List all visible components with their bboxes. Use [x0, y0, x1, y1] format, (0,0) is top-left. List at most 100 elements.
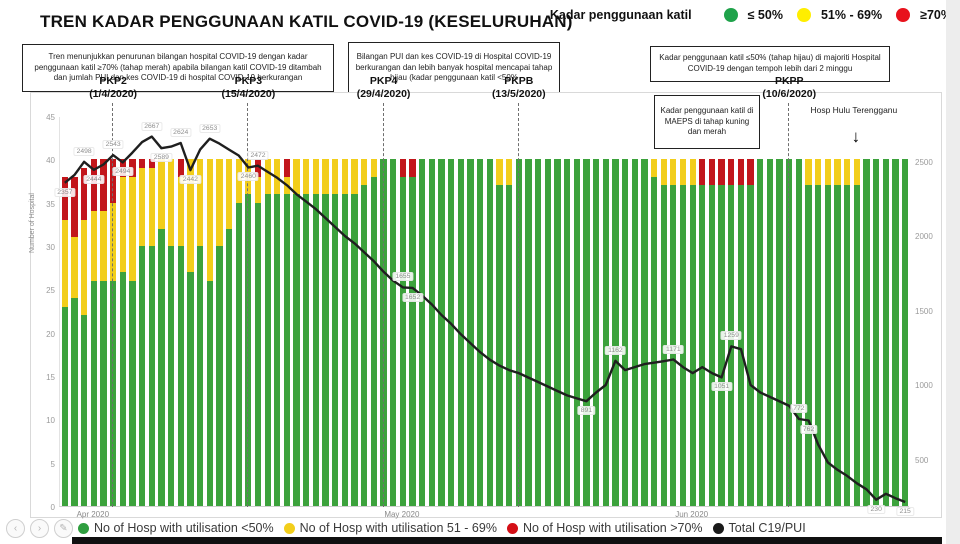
- bar-stack[interactable]: [138, 159, 146, 506]
- bar-stack[interactable]: [699, 159, 706, 506]
- bar-stack[interactable]: [235, 159, 242, 506]
- bar-stack[interactable]: [592, 159, 600, 506]
- legend-item-yellow[interactable]: 51% - 69%: [796, 8, 882, 22]
- series-legend-item[interactable]: No of Hosp with utilisation >70%: [506, 521, 703, 535]
- bar-stack[interactable]: [496, 159, 503, 506]
- bar-stack[interactable]: [448, 159, 455, 506]
- bar-stack[interactable]: [283, 159, 291, 506]
- bar-stack[interactable]: [206, 159, 213, 506]
- bar-stack[interactable]: [428, 159, 436, 506]
- bar-stack[interactable]: [264, 159, 271, 506]
- line-data-label: 2653: [199, 123, 221, 133]
- bar-stack[interactable]: [129, 159, 136, 506]
- bar-stack[interactable]: [419, 159, 426, 506]
- series-legend-item[interactable]: Total C19/PUI: [712, 521, 806, 535]
- series-legend-item[interactable]: No of Hosp with utilisation <50%: [78, 521, 274, 535]
- bar-stack[interactable]: [863, 159, 870, 506]
- bar-stack[interactable]: [757, 159, 764, 506]
- bar-stack[interactable]: [815, 159, 822, 506]
- bar-stack[interactable]: [216, 159, 223, 506]
- line-data-label: 2543: [102, 140, 124, 150]
- bar-stack[interactable]: [303, 159, 310, 506]
- bar-stack[interactable]: [641, 159, 648, 506]
- bar-stack[interactable]: [467, 159, 474, 506]
- legend-item-green[interactable]: ≤ 50%: [723, 8, 783, 22]
- bar-stack[interactable]: [486, 159, 493, 506]
- next-button[interactable]: ›: [30, 519, 49, 538]
- bar-stack[interactable]: [332, 159, 339, 506]
- bar-stack[interactable]: [834, 159, 841, 506]
- bar-stack[interactable]: [708, 159, 716, 506]
- bar-stack[interactable]: [293, 159, 300, 506]
- bar-stack[interactable]: [409, 159, 416, 506]
- bar-stack[interactable]: [621, 159, 629, 506]
- bar-stack[interactable]: [457, 159, 464, 506]
- prev-button[interactable]: ‹: [6, 519, 25, 538]
- bar-stack[interactable]: [274, 159, 281, 506]
- bar-stack[interactable]: [80, 168, 88, 506]
- bar-stack[interactable]: [71, 176, 78, 506]
- bar-stack[interactable]: [254, 159, 262, 506]
- bar-stack[interactable]: [177, 159, 184, 506]
- bar-stack[interactable]: [563, 159, 571, 506]
- bar-stack[interactable]: [824, 159, 832, 506]
- bar-stack[interactable]: [853, 159, 861, 506]
- bar-stack[interactable]: [844, 159, 851, 506]
- bar-stack[interactable]: [399, 159, 407, 506]
- bar-stack[interactable]: [631, 159, 638, 506]
- bar-stack[interactable]: [158, 159, 165, 506]
- bar-stack[interactable]: [679, 159, 687, 506]
- bar-stack[interactable]: [670, 159, 677, 506]
- bar-stack[interactable]: [477, 159, 484, 506]
- bar-stack[interactable]: [650, 159, 658, 506]
- bar-stack[interactable]: [148, 159, 155, 506]
- green-segment: [274, 194, 281, 506]
- bar-stack[interactable]: [786, 159, 793, 506]
- green-segment: [158, 228, 165, 506]
- bar-stack[interactable]: [776, 159, 783, 506]
- legend-red-label: ≥70%: [920, 8, 952, 22]
- bar-stack[interactable]: [805, 159, 812, 506]
- bar-stack[interactable]: [554, 159, 561, 506]
- bar-stack[interactable]: [167, 159, 175, 506]
- bar-stack[interactable]: [612, 159, 619, 506]
- callout-maeps: Kadar penggunaan katil di MAEPS di tahap…: [654, 95, 760, 149]
- bar-stack[interactable]: [90, 159, 97, 506]
- bar-stack[interactable]: [583, 159, 590, 506]
- yellow-segment: [660, 159, 667, 186]
- bar-stack[interactable]: [225, 159, 233, 506]
- pencil-icon[interactable]: ✎: [54, 519, 73, 538]
- bar-stack[interactable]: [312, 159, 320, 506]
- bar-stack[interactable]: [351, 159, 358, 506]
- bar-stack[interactable]: [602, 159, 609, 506]
- bar-stack[interactable]: [196, 159, 204, 506]
- bar-stack[interactable]: [505, 159, 513, 506]
- series-legend-item[interactable]: No of Hosp with utilisation 51 - 69%: [283, 521, 497, 535]
- bar-stack[interactable]: [795, 159, 803, 506]
- bar-stack[interactable]: [438, 159, 445, 506]
- bar-stack[interactable]: [187, 159, 194, 506]
- bar-stack[interactable]: [341, 159, 349, 506]
- bar-stack[interactable]: [361, 159, 368, 506]
- bar-stack[interactable]: [322, 159, 329, 506]
- bar-stack[interactable]: [119, 159, 126, 506]
- bar-stack[interactable]: [689, 159, 696, 506]
- legend-item-red[interactable]: ≥70%: [896, 8, 952, 22]
- bar-stack[interactable]: [902, 159, 909, 506]
- bar-stack[interactable]: [390, 159, 397, 506]
- bar-stack[interactable]: [882, 159, 889, 506]
- bar-stack[interactable]: [100, 159, 107, 506]
- bar-stack[interactable]: [747, 159, 754, 506]
- bar-stack[interactable]: [873, 159, 880, 506]
- bar-stack[interactable]: [660, 159, 667, 506]
- bar-stack[interactable]: [892, 159, 899, 506]
- bar-stack[interactable]: [573, 159, 580, 506]
- bar-stack[interactable]: [370, 159, 378, 506]
- line-data-label: 772: [790, 403, 808, 413]
- bar-stack[interactable]: [544, 159, 551, 506]
- bar-stack[interactable]: [525, 159, 532, 506]
- bar-stack[interactable]: [61, 176, 68, 506]
- bar-stack[interactable]: [766, 159, 774, 506]
- bar-stack[interactable]: [534, 159, 542, 506]
- bar-stack[interactable]: [515, 159, 522, 506]
